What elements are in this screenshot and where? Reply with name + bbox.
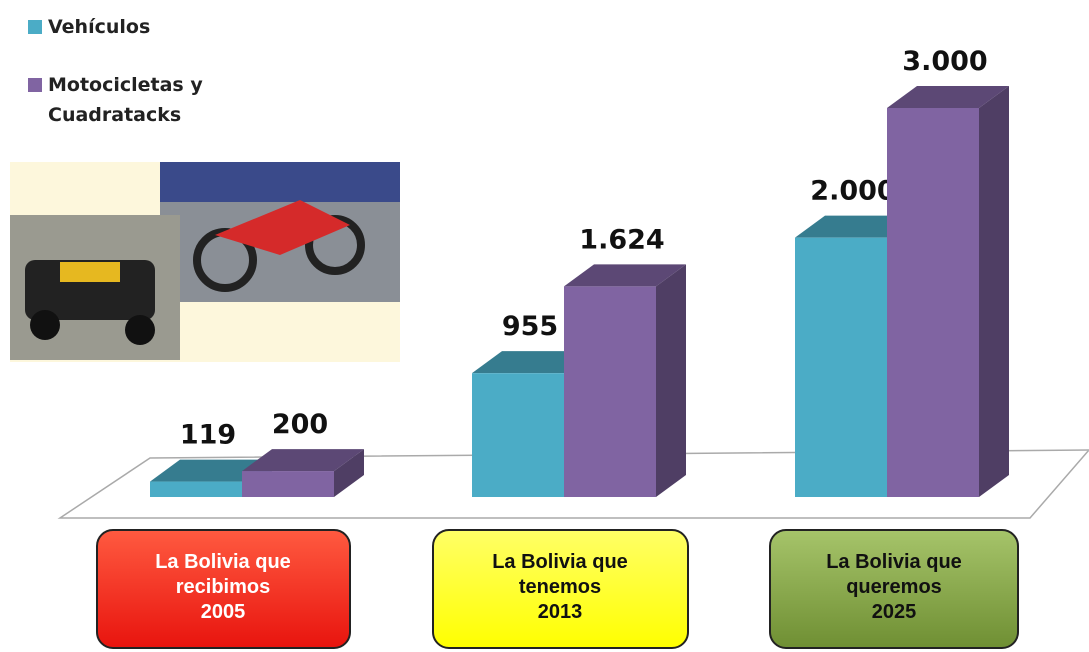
bar-side [979,86,1009,497]
category-label: queremos [846,576,942,598]
category-label: 2005 [201,601,246,623]
category-label: recibimos [176,576,270,598]
bar-front [887,108,979,497]
value-label: 955 [502,311,558,342]
bar-front [150,482,242,497]
photo [10,162,400,362]
bar [242,449,364,497]
value-label: 200 [272,409,328,440]
bar-front [472,373,564,497]
category-label: La Bolivia que [155,551,291,573]
bar [564,264,686,497]
bar-front [795,238,887,497]
page: {"chart_data": {"type": "bar3d", "catego… [0,0,1089,652]
category-label: La Bolivia que [826,551,962,573]
bar [887,86,1009,497]
value-label: 2.000 [810,176,895,207]
category-label: tenemos [519,576,601,598]
category-label: 2013 [538,601,583,623]
bar-front [564,286,656,497]
bar-front [242,471,334,497]
chart: 119 200 La Bolivia que recibimos 2005 955 1.62… [0,0,1089,652]
category-label: 2025 [872,601,917,623]
category-label: La Bolivia que [492,551,628,573]
value-label: 119 [180,420,236,451]
value-label: 1.624 [579,224,664,255]
value-label: 3.000 [902,46,987,77]
bar-side [656,264,686,497]
